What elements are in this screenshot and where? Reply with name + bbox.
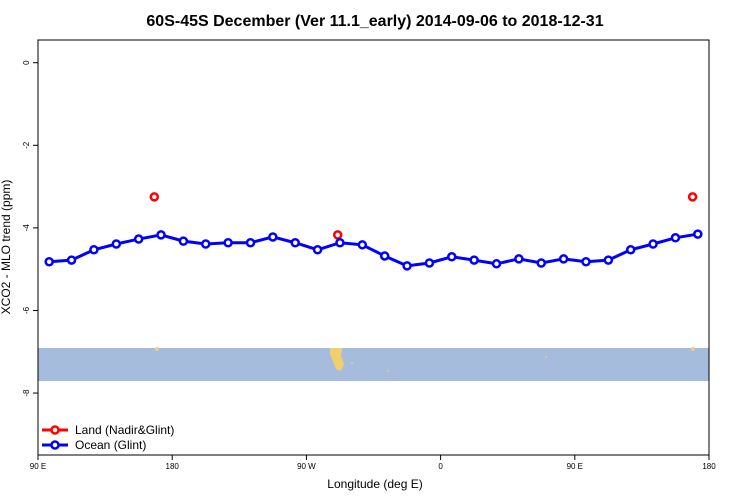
data-point	[514, 254, 524, 264]
data-point	[290, 238, 300, 248]
data-point	[536, 258, 546, 268]
data-point	[379, 251, 390, 261]
data-point	[491, 259, 502, 269]
data-point	[469, 255, 479, 265]
data-point	[66, 255, 77, 265]
y-tick-label: -6	[22, 306, 31, 314]
data-point	[402, 261, 412, 271]
x-tick-label: 180	[166, 462, 180, 471]
data-point	[693, 229, 703, 239]
data-point	[581, 256, 591, 267]
x-tick-label: 180	[702, 462, 716, 471]
x-tick-label: 90 E	[567, 462, 583, 471]
x-tick-label: 90 E	[30, 462, 46, 471]
data-point	[149, 192, 160, 202]
legend-marker	[50, 440, 60, 450]
data-point	[245, 238, 256, 248]
data-point	[603, 255, 614, 265]
y-tick-label: -2	[22, 141, 31, 149]
legend-label: Land (Nadir&Glint)	[75, 423, 174, 437]
data-point	[447, 252, 457, 262]
y-axis-label: XCO2 - MLO trend (ppm)	[0, 180, 13, 315]
legend-label: Ocean (Glint)	[75, 438, 146, 452]
chart-title: 60S-45S December (Ver 11.1_early) 2014-0…	[146, 13, 603, 30]
data-point	[223, 238, 233, 248]
data-point	[558, 254, 569, 264]
data-point	[332, 230, 343, 240]
data-point	[424, 258, 435, 268]
data-point	[687, 192, 698, 202]
y-tick-label: -4	[22, 224, 31, 232]
plot-frame	[37, 39, 710, 456]
series-line	[49, 232, 699, 268]
data-point	[111, 239, 122, 249]
data-point	[89, 245, 99, 255]
data-point	[156, 230, 166, 240]
x-tick-label: 90 W	[297, 462, 316, 471]
data-point	[648, 239, 658, 249]
data-point	[201, 239, 211, 249]
legend-marker	[50, 425, 60, 435]
data-point	[312, 245, 323, 255]
x-axis-label: Longitude (deg E)	[327, 477, 422, 491]
data-point	[178, 236, 189, 246]
y-tick-label: -8	[22, 389, 31, 397]
data-point	[357, 240, 368, 250]
data-point	[44, 256, 54, 267]
y-tick-label: 0	[22, 60, 31, 65]
data-point	[133, 234, 144, 244]
data-point	[625, 245, 636, 255]
data-point	[268, 232, 278, 242]
map-strip	[38, 347, 709, 381]
data-point	[335, 238, 345, 248]
x-tick-label: 0	[438, 462, 443, 471]
data-point	[670, 233, 681, 243]
